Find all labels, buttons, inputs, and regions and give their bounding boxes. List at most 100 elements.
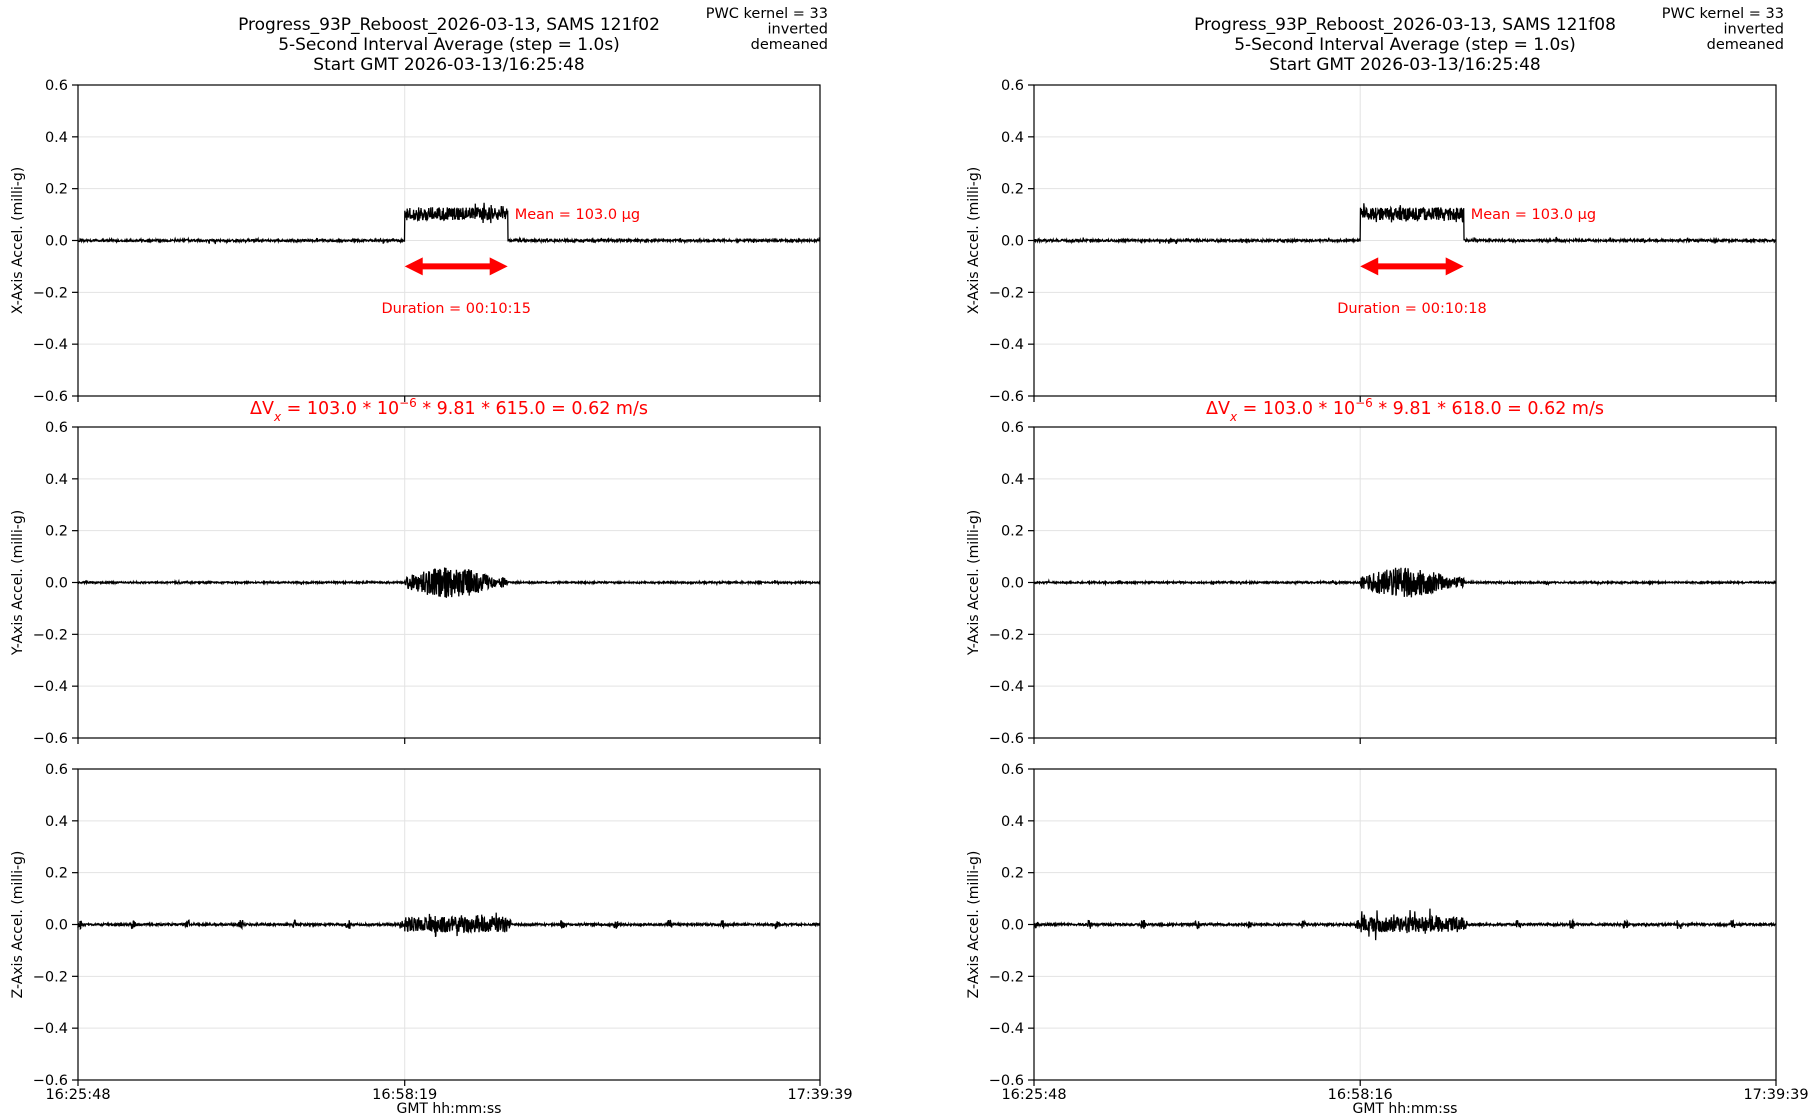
- y-tick-label: 0.2: [1001, 866, 1024, 882]
- y-tick-label: −0.6: [989, 731, 1024, 747]
- chart-title-line-3: Start GMT 2026-03-13/16:25:48: [1269, 55, 1540, 75]
- y-tick-label: 0.6: [45, 78, 68, 94]
- y-tick-label: −0.4: [33, 1021, 68, 1037]
- y-tick-label: 0.0: [45, 234, 68, 250]
- y-tick-label: 0.2: [45, 524, 68, 540]
- info-line-2: inverted: [1724, 22, 1785, 38]
- chart-title-line-1: Progress_93P_Reboost_2026-03-13, SAMS 12…: [1194, 15, 1616, 35]
- y-tick-label: −0.6: [989, 1073, 1024, 1089]
- y-tick-label: 0.4: [1001, 814, 1024, 830]
- x-tick-label: 16:25:48: [1001, 1087, 1066, 1103]
- y-axis-label: X-Axis Accel. (milli-g): [10, 167, 26, 314]
- delta-v-annotation: ΔVx = 103.0 * 10−6 * 9.81 * 615.0 = 0.62…: [250, 396, 648, 424]
- accel-trace-z: [77, 912, 821, 938]
- info-line-1: PWC kernel = 33: [1662, 6, 1784, 22]
- axes-x: 0.6 0.4 0.2 0.0 −0.2 −0.4 −0.6 X-Axis Accel. (m…: [10, 78, 821, 405]
- x-tick-label: 16:58:19: [372, 1087, 437, 1103]
- y-tick-label: 0.2: [45, 866, 68, 882]
- y-tick-label: 0.0: [1001, 918, 1024, 934]
- y-tick-label: −0.4: [33, 337, 68, 353]
- x-axis-label: GMT hh:mm:ss: [1353, 1101, 1458, 1115]
- y-tick-label: 0.4: [1001, 130, 1024, 146]
- info-line-3: demeaned: [1707, 37, 1784, 53]
- y-tick-label: −0.4: [33, 679, 68, 695]
- y-tick-label: −0.6: [33, 389, 68, 405]
- y-tick-label: 0.0: [1001, 576, 1024, 592]
- accel-trace-y: [1033, 567, 1777, 598]
- y-tick-label: 0.0: [1001, 234, 1024, 250]
- accel-trace-x: [1033, 203, 1777, 245]
- x-axis-label: GMT hh:mm:ss: [397, 1101, 502, 1115]
- y-tick-label: −0.2: [33, 285, 68, 301]
- y-tick-label: −0.2: [989, 627, 1024, 643]
- y-tick-label: −0.6: [33, 1073, 68, 1089]
- delta-v-tail: * 9.81 * 618.0 = 0.62 m/s: [1373, 399, 1604, 419]
- accel-trace-y: [77, 567, 821, 598]
- y-tick-label: −0.4: [989, 1021, 1024, 1037]
- y-tick-label: 0.4: [45, 472, 68, 488]
- y-axis-label: Y-Axis Accel. (milli-g): [966, 510, 982, 656]
- info-line-2: inverted: [768, 22, 829, 38]
- duration-arrow-head-left: [404, 257, 423, 276]
- panel-1: Progress_93P_Reboost_2026-03-13, SAMS 12…: [10, 6, 853, 1117]
- y-tick-label: 0.0: [45, 918, 68, 934]
- delta-v-sub: x: [1229, 410, 1238, 424]
- y-tick-label: −0.2: [989, 285, 1024, 301]
- axes-z: 0.6 0.4 0.2 0.0 −0.2 −0.4 −0.6 Z-Axis Accel. (m…: [966, 762, 1777, 1089]
- y-axis-label: Y-Axis Accel. (milli-g): [10, 510, 26, 656]
- y-tick-label: 0.2: [1001, 182, 1024, 198]
- axes-z: 0.6 0.4 0.2 0.0 −0.2 −0.4 −0.6 Z-Axis Accel. (m…: [10, 762, 821, 1089]
- x-tick-label: 16:58:16: [1328, 1087, 1393, 1103]
- y-tick-label: −0.4: [989, 679, 1024, 695]
- y-tick-label: 0.6: [45, 420, 68, 436]
- y-tick-label: 0.6: [1001, 762, 1024, 778]
- delta-v-tail: * 9.81 * 615.0 = 0.62 m/s: [417, 399, 648, 419]
- duration-arrow-head-right: [1445, 257, 1464, 276]
- axes-y: 0.6 0.4 0.2 0.0 −0.2 −0.4 −0.6 Y-Axis Accel. (m…: [10, 420, 821, 747]
- chart-title-line-2: 5-Second Interval Average (step = 1.0s): [278, 35, 620, 55]
- duration-arrow-head-right: [489, 257, 508, 276]
- y-tick-label: 0.4: [45, 814, 68, 830]
- delta-v-lead: ΔV: [1206, 399, 1230, 419]
- duration-annotation: Duration = 00:10:18: [1337, 301, 1486, 317]
- x-tick-label: 17:39:39: [787, 1087, 852, 1103]
- delta-v-lead: ΔV: [250, 399, 274, 419]
- delta-v-mid: = 103.0 * 10: [1237, 399, 1355, 419]
- panel-2: Progress_93P_Reboost_2026-03-13, SAMS 12…: [966, 6, 1809, 1117]
- y-tick-label: 0.4: [1001, 472, 1024, 488]
- y-tick-label: 0.4: [45, 130, 68, 146]
- y-tick-label: −0.2: [33, 969, 68, 985]
- delta-v-mid: = 103.0 * 10: [281, 399, 399, 419]
- y-axis-label: X-Axis Accel. (milli-g): [966, 167, 982, 314]
- y-tick-label: −0.6: [33, 731, 68, 747]
- accel-trace-z: [1033, 908, 1777, 941]
- axes-y: 0.6 0.4 0.2 0.0 −0.2 −0.4 −0.6 Y-Axis Accel. (m…: [966, 420, 1777, 747]
- delta-v-sup: −6: [1355, 396, 1373, 410]
- info-line-3: demeaned: [751, 37, 828, 53]
- duration-annotation: Duration = 00:10:15: [381, 301, 530, 317]
- info-line-1: PWC kernel = 33: [706, 6, 828, 22]
- mean-annotation: Mean = 103.0 μg: [1471, 207, 1596, 223]
- y-tick-label: 0.2: [45, 182, 68, 198]
- y-tick-label: 0.6: [1001, 420, 1024, 436]
- delta-v-annotation: ΔVx = 103.0 * 10−6 * 9.81 * 618.0 = 0.62…: [1206, 396, 1604, 424]
- chart-title-line-2: 5-Second Interval Average (step = 1.0s): [1234, 35, 1576, 55]
- duration-arrow-head-left: [1360, 257, 1379, 276]
- y-tick-label: 0.2: [1001, 524, 1024, 540]
- y-tick-label: −0.4: [989, 337, 1024, 353]
- y-tick-label: 0.0: [45, 576, 68, 592]
- mean-annotation: Mean = 103.0 μg: [515, 207, 640, 223]
- y-tick-label: 0.6: [1001, 78, 1024, 94]
- y-tick-label: −0.2: [989, 969, 1024, 985]
- chart-title-line-3: Start GMT 2026-03-13/16:25:48: [313, 55, 584, 75]
- y-axis-label: Z-Axis Accel. (milli-g): [966, 851, 982, 999]
- x-tick-label: 16:25:48: [45, 1087, 110, 1103]
- y-tick-label: −0.6: [989, 389, 1024, 405]
- y-tick-label: −0.2: [33, 627, 68, 643]
- y-axis-label: Z-Axis Accel. (milli-g): [10, 851, 26, 999]
- x-tick-label: 17:39:39: [1743, 1087, 1808, 1103]
- delta-v-sup: −6: [399, 396, 417, 410]
- accel-trace-x: [77, 202, 821, 245]
